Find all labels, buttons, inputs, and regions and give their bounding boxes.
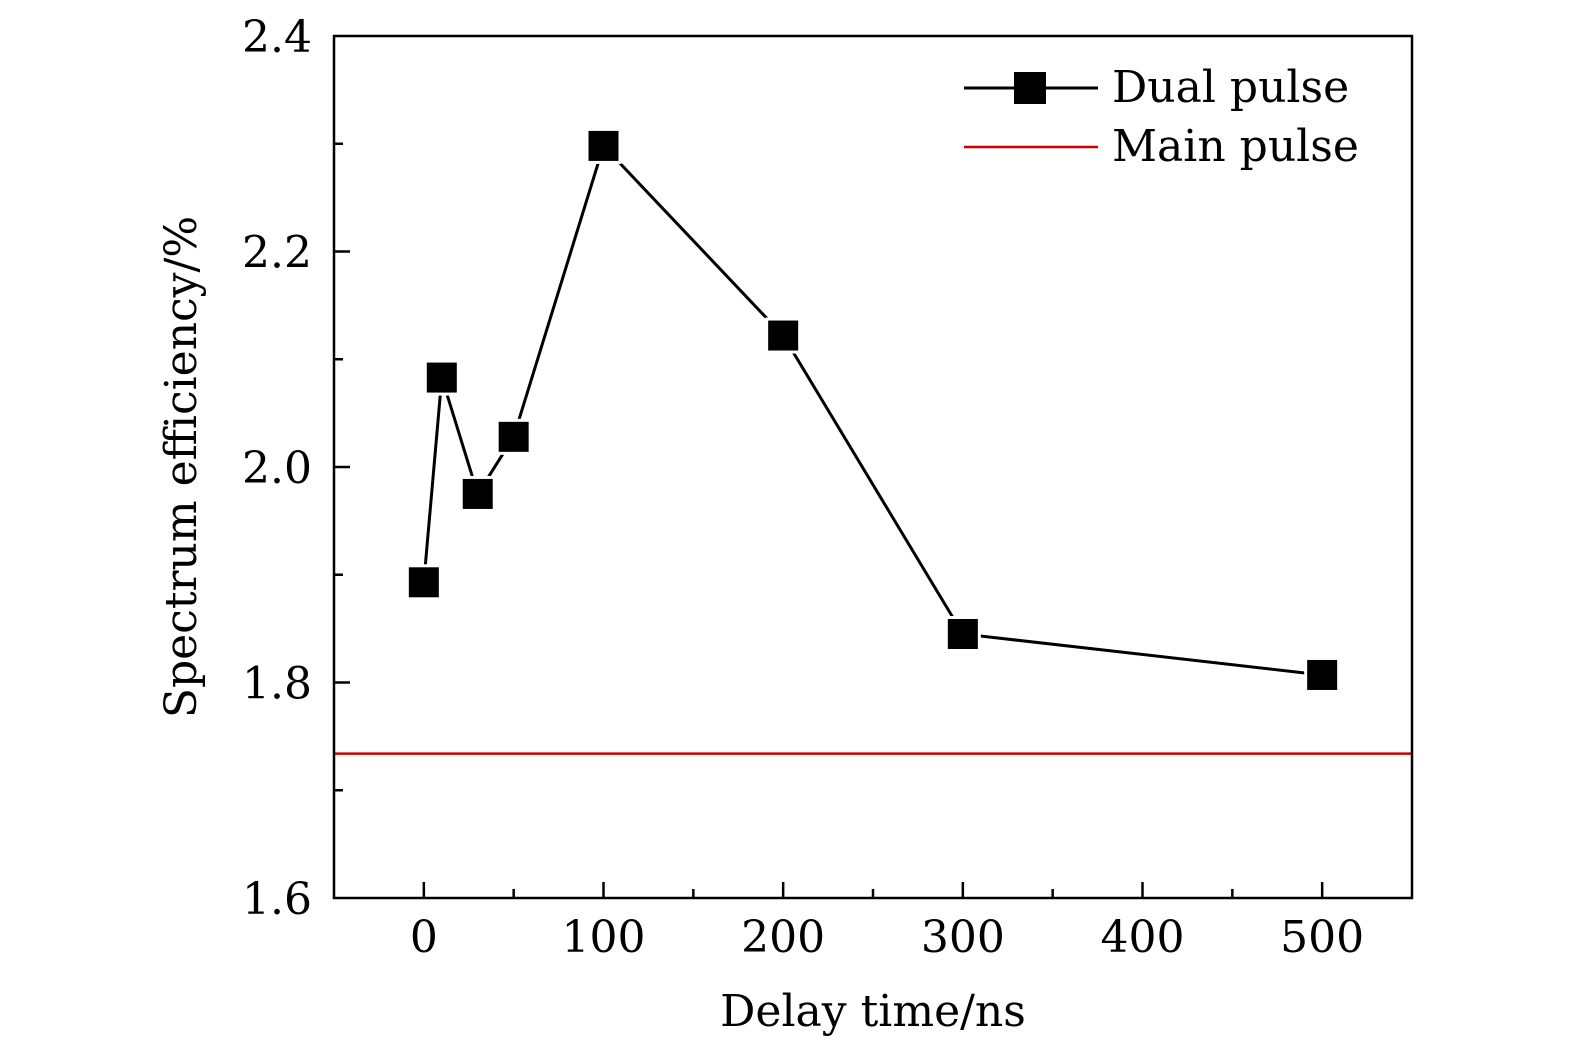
x-ticks: [422, 882, 1324, 898]
x-axis-title: Delay time/ns: [720, 986, 1026, 1037]
y-tick-label: 1.6: [242, 874, 312, 925]
y-tick-label: 2.4: [242, 12, 312, 63]
dual-pulse-marker: [768, 320, 799, 351]
dual-pulse-marker: [588, 130, 619, 161]
x-tick-label: 500: [1280, 912, 1364, 963]
x-tick-labels: 0 100 200 300 400 500: [410, 912, 1364, 963]
dual-pulse-marker: [408, 567, 439, 598]
x-tick-label: 200: [741, 912, 825, 963]
dual-pulse-marker: [1307, 659, 1338, 690]
dual-pulse-markers: [405, 127, 1341, 693]
legend: Dual pulse Main pulse: [964, 62, 1359, 172]
legend-dual-marker: [1014, 72, 1046, 104]
y-tick-label: 2.2: [242, 228, 312, 279]
dual-pulse-marker: [498, 421, 529, 452]
x-tick-label: 0: [410, 912, 438, 963]
dual-pulse-marker: [426, 362, 457, 393]
y-axis-title: Spectrum efficiency/%: [156, 216, 207, 718]
plot-frame: [332, 34, 1414, 900]
y-tick-label: 2.0: [242, 443, 312, 494]
dual-pulse-line: [422, 143, 1323, 677]
legend-dual-label: Dual pulse: [1112, 62, 1349, 113]
x-tick-label: 300: [921, 912, 1005, 963]
y-tick-label: 1.8: [242, 659, 312, 710]
y-ticks: [334, 142, 350, 792]
legend-main-label: Main pulse: [1112, 121, 1359, 172]
x-tick-label: 400: [1101, 912, 1185, 963]
y-tick-labels: 1.6 1.8 2.0 2.2 2.4: [242, 12, 312, 925]
x-tick-label: 100: [562, 912, 646, 963]
dual-pulse-marker: [947, 619, 978, 650]
dual-pulse-marker: [462, 478, 493, 509]
